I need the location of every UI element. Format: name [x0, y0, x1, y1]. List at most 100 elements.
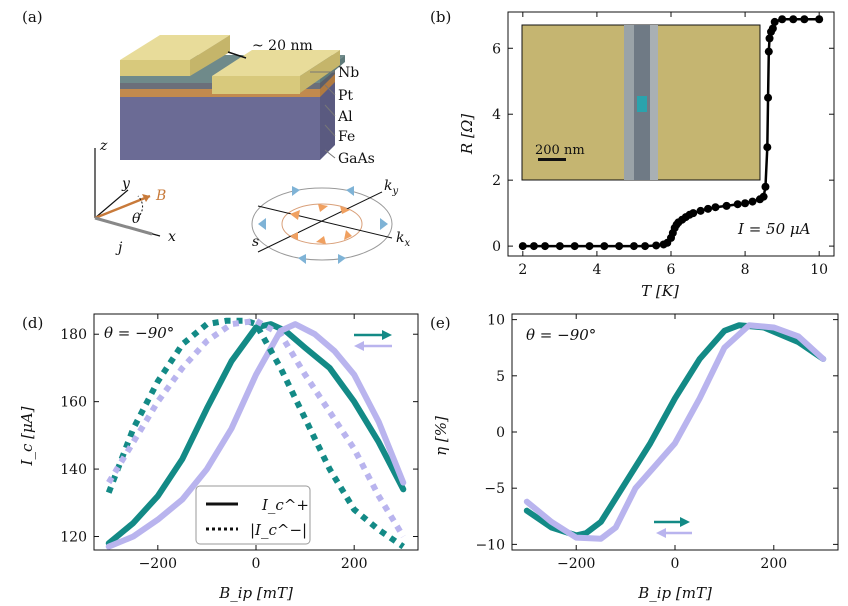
- panel-e-ytick-label: −5: [484, 481, 505, 497]
- panel-e-ytick-label: −10: [475, 537, 505, 553]
- axis-label-b: B: [155, 188, 166, 204]
- panel-b-point: [733, 200, 742, 209]
- axis-label-x: x: [168, 229, 176, 245]
- nb-left-front: [120, 60, 190, 76]
- panel-b-point: [541, 242, 550, 251]
- nb-left-top: [120, 35, 230, 60]
- panel-b-point: [748, 197, 757, 206]
- panel-label-a: (a): [22, 8, 43, 26]
- spin-arrow: [292, 186, 300, 196]
- sweep-down-arrow-e-head: [656, 528, 666, 538]
- panel-b-point: [570, 242, 579, 251]
- leader-gaas: [324, 149, 336, 159]
- kx-axis-line: [257, 205, 393, 239]
- panel-b-point: [778, 15, 787, 24]
- gaas-layer-side: [320, 80, 335, 160]
- spin-arrow: [344, 230, 352, 240]
- panel-d-critical-current-plot: −200 0 200 120 140 160 180 θ = −90° I_c^+ |I_c…: [18, 313, 419, 602]
- panel-e-series-1: [523, 322, 827, 542]
- inset-gap: [637, 96, 647, 112]
- axis-label-j: j: [115, 240, 123, 256]
- ky-sub: y: [391, 186, 398, 197]
- panel-b-data: [518, 15, 824, 251]
- panel-b-xtick-label: 4: [592, 262, 601, 278]
- panel-b-point: [529, 242, 538, 251]
- inset-scalebar: [538, 158, 566, 161]
- panel-d-legend: I_c^+ |I_c^−|: [195, 485, 311, 545]
- panel-d-series-1: [105, 321, 407, 550]
- panel-b-annotation: I = 50 μA: [737, 220, 811, 238]
- panel-e-xlabel: B_ip [mT]: [637, 584, 712, 602]
- panel-b-xtick-label: 8: [741, 262, 750, 278]
- panel-b-point: [518, 242, 527, 251]
- spin-arrow: [290, 232, 298, 240]
- panel-b-point: [629, 242, 638, 251]
- panel-b-ytick-label: 2: [492, 173, 501, 189]
- layer-label-nb: Nb: [338, 65, 359, 81]
- panel-d-ylabel: I_c [μA]: [18, 406, 36, 466]
- panel-b-point: [711, 203, 720, 212]
- ky-axis-line: [257, 191, 383, 253]
- panel-b-point: [770, 17, 779, 26]
- panel-b-point: [689, 209, 698, 218]
- panel-e-ytick-label: 5: [496, 369, 505, 385]
- panel-d-data: [105, 317, 407, 550]
- panel-d-ytick-label: 180: [60, 327, 87, 343]
- layer-label-fe: Fe: [338, 129, 355, 145]
- panel-e-data: [523, 322, 827, 542]
- nb-right-top: [212, 50, 340, 76]
- k-label-s: s: [252, 234, 259, 250]
- panel-d-xtick-label: 0: [252, 556, 261, 572]
- sweep-down-arrow-head: [354, 341, 364, 351]
- panel-b-point: [789, 15, 798, 24]
- coordinate-axes: z y x B j θ: [94, 138, 176, 256]
- panel-label-e: (e): [430, 314, 451, 332]
- gap-label: ~ 20 nm: [252, 38, 313, 54]
- panel-b-ylabel: R [Ω]: [458, 114, 476, 155]
- spin-arrow: [340, 206, 350, 214]
- panel-b-point: [765, 34, 774, 43]
- panel-e-efficiency-plot: −200 0 200 −10 −5 0 5 10 θ = −90° B_ip [mT] η […: [432, 313, 839, 602]
- axis-label-theta: θ: [132, 211, 141, 227]
- panel-d-annotation: θ = −90°: [104, 324, 174, 342]
- k-label-kx: kx: [396, 230, 410, 249]
- panel-b-xtick-label: 2: [518, 262, 527, 278]
- panel-b-point: [741, 199, 750, 208]
- j-vector-arrow: [94, 216, 153, 236]
- kx-sub: x: [404, 238, 410, 249]
- panel-b-point: [764, 93, 773, 102]
- legend-label-solid: I_c^+: [261, 496, 309, 514]
- panel-b-point: [759, 192, 768, 201]
- panel-b-point: [615, 242, 624, 251]
- panel-label-d: (d): [22, 314, 43, 332]
- panel-e-ticks: −200 0 200 −10 −5 0 5 10: [475, 313, 838, 572]
- sweep-up-arrow-e-head: [680, 517, 690, 527]
- inset-light-edge-right: [650, 25, 658, 180]
- panel-b-xtick-label: 10: [810, 262, 828, 278]
- inset-scalebar-label: 200 nm: [535, 143, 585, 158]
- panel-d-ticks: −200 0 200 120 140 160 180: [60, 314, 418, 572]
- panel-d-series-2: [105, 317, 405, 550]
- spin-arrow: [258, 218, 266, 230]
- panel-b-point: [764, 47, 773, 56]
- y-axis: [94, 189, 129, 219]
- inset-light-edge: [624, 25, 634, 180]
- panel-e-xtick-label: 0: [671, 556, 680, 572]
- panel-b-point: [652, 241, 661, 250]
- panel-e-ytick-label: 10: [487, 313, 505, 329]
- panel-b-point: [761, 182, 770, 191]
- panel-b-point: [704, 204, 713, 213]
- panel-e-series-0: [523, 322, 827, 539]
- panel-d-ytick-label: 140: [60, 462, 87, 478]
- panel-label-b: (b): [430, 8, 451, 26]
- spin-arrow: [380, 218, 388, 230]
- ky-main: k: [384, 178, 392, 194]
- layer-label-al: Al: [337, 109, 353, 125]
- panel-b-point: [555, 242, 564, 251]
- gap-arrow: [227, 51, 247, 59]
- panel-b-point: [815, 15, 824, 24]
- leader-al: [324, 104, 336, 117]
- spin-arrow: [290, 210, 300, 220]
- axis-label-y: y: [121, 176, 131, 192]
- panel-b-xlabel: T [K]: [641, 282, 679, 300]
